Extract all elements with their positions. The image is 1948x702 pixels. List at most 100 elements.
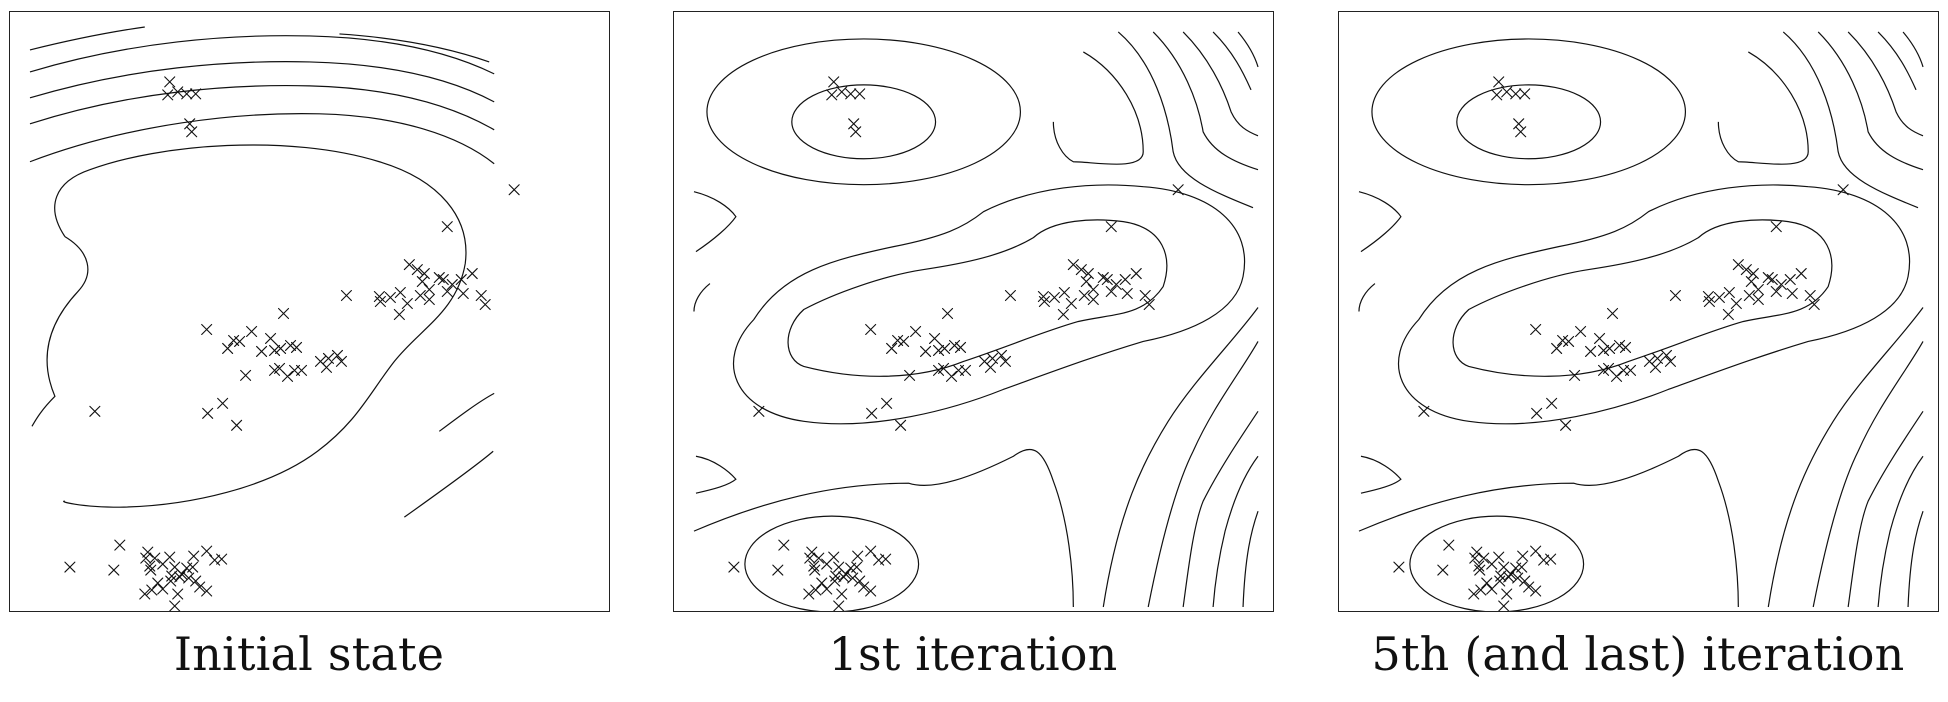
data-point-marker (1713, 291, 1725, 304)
data-point-marker (1669, 289, 1681, 302)
data-point-marker (416, 276, 428, 288)
data-point-marker (1172, 184, 1184, 196)
data-point-marker (1048, 291, 1060, 304)
data-point-marker (1065, 297, 1077, 310)
data-point-marker (1660, 349, 1672, 361)
data-point-marker (455, 274, 467, 286)
data-point-marker (142, 546, 154, 558)
data-point-marker (1443, 539, 1455, 551)
contour-line (1409, 515, 1585, 611)
data-point-marker (836, 588, 848, 600)
data-point-marker (865, 585, 877, 597)
data-point-marker (384, 291, 396, 304)
data-point-marker (411, 264, 423, 276)
data-point-marker (954, 341, 967, 353)
data-point-marker (172, 86, 184, 98)
data-point-marker (1575, 325, 1587, 338)
data-point-marker (1795, 268, 1807, 280)
data-point-marker (394, 286, 406, 299)
data-point-marker (948, 339, 961, 351)
data-point-marker (139, 588, 151, 600)
contour-line (693, 448, 1074, 608)
data-point-marker (190, 88, 202, 100)
data-point-marker (852, 550, 864, 562)
data-point-marker (149, 552, 161, 564)
data-point-marker (1538, 554, 1550, 566)
data-point-marker (1121, 287, 1133, 300)
data-point-marker (256, 345, 268, 357)
data-point-marker (866, 407, 878, 419)
data-point-marker (1624, 364, 1637, 376)
data-point-marker (1474, 564, 1486, 576)
data-point-marker (1105, 285, 1117, 298)
data-point-marker (457, 287, 469, 300)
density-contour-plot (29, 26, 520, 611)
density-contour-plot (1358, 31, 1924, 611)
data-points (728, 76, 1184, 611)
data-point-marker (1139, 289, 1151, 302)
data-point-marker (1585, 345, 1597, 357)
data-point-marker (895, 419, 907, 431)
data-point-marker (331, 349, 343, 361)
data-point-marker (813, 552, 825, 564)
data-point-marker (1551, 342, 1563, 354)
contour-line (1358, 448, 1739, 608)
data-point-marker (190, 575, 202, 587)
data-point-marker (475, 289, 487, 302)
data-point-marker (201, 545, 213, 557)
data-point-marker (176, 568, 188, 580)
data-point-marker (1478, 552, 1490, 564)
contour-line (1782, 31, 1919, 209)
data-point-marker (275, 342, 287, 354)
data-point-marker (1732, 259, 1744, 271)
data-point-marker (1613, 339, 1626, 351)
data-point-marker (433, 272, 445, 284)
data-point-marker (1743, 289, 1755, 302)
data-point-marker (920, 345, 932, 357)
data-point-marker (1517, 550, 1529, 562)
contour-line (744, 515, 920, 611)
data-point-marker (281, 370, 294, 382)
data-point-marker (269, 344, 281, 356)
contour-line (1358, 283, 1376, 312)
data-point-marker (984, 361, 997, 373)
contour-line (693, 191, 737, 253)
data-point-marker (1080, 276, 1092, 288)
data-point-marker (986, 352, 999, 364)
data-point-marker (850, 126, 862, 138)
contour-lines (1358, 31, 1924, 611)
data-point-marker (373, 290, 385, 303)
data-points (64, 76, 520, 611)
data-point-marker (865, 323, 877, 336)
data-point-marker (1530, 545, 1542, 557)
data-point-marker (335, 355, 347, 367)
data-point-marker (810, 584, 822, 596)
data-point-marker (108, 564, 120, 576)
contour-line (1902, 31, 1924, 68)
data-point-marker (847, 572, 859, 584)
data-point-marker (1087, 293, 1099, 306)
contour-line (1182, 411, 1259, 608)
contour-line (1397, 184, 1911, 425)
data-point-marker (466, 268, 478, 280)
contour-line (54, 144, 467, 508)
data-point-marker (1510, 88, 1522, 100)
data-point-marker (441, 221, 453, 233)
data-point-marker (809, 564, 821, 576)
data-point-marker (1437, 564, 1449, 576)
contour-line (29, 61, 495, 103)
data-point-marker (833, 600, 845, 611)
data-point-marker (1598, 344, 1610, 356)
data-point-marker (1770, 221, 1782, 233)
data-point-marker (1723, 286, 1735, 299)
data-point-marker (1058, 286, 1070, 299)
contour-line (732, 184, 1246, 425)
data-point-marker (1475, 584, 1487, 596)
data-point-marker (929, 332, 941, 344)
contour-line (787, 219, 1168, 377)
data-point-marker (836, 86, 848, 98)
data-point-marker (240, 369, 252, 381)
data-point-marker (164, 551, 176, 563)
data-point-marker (269, 364, 281, 376)
data-point-marker (508, 184, 520, 196)
